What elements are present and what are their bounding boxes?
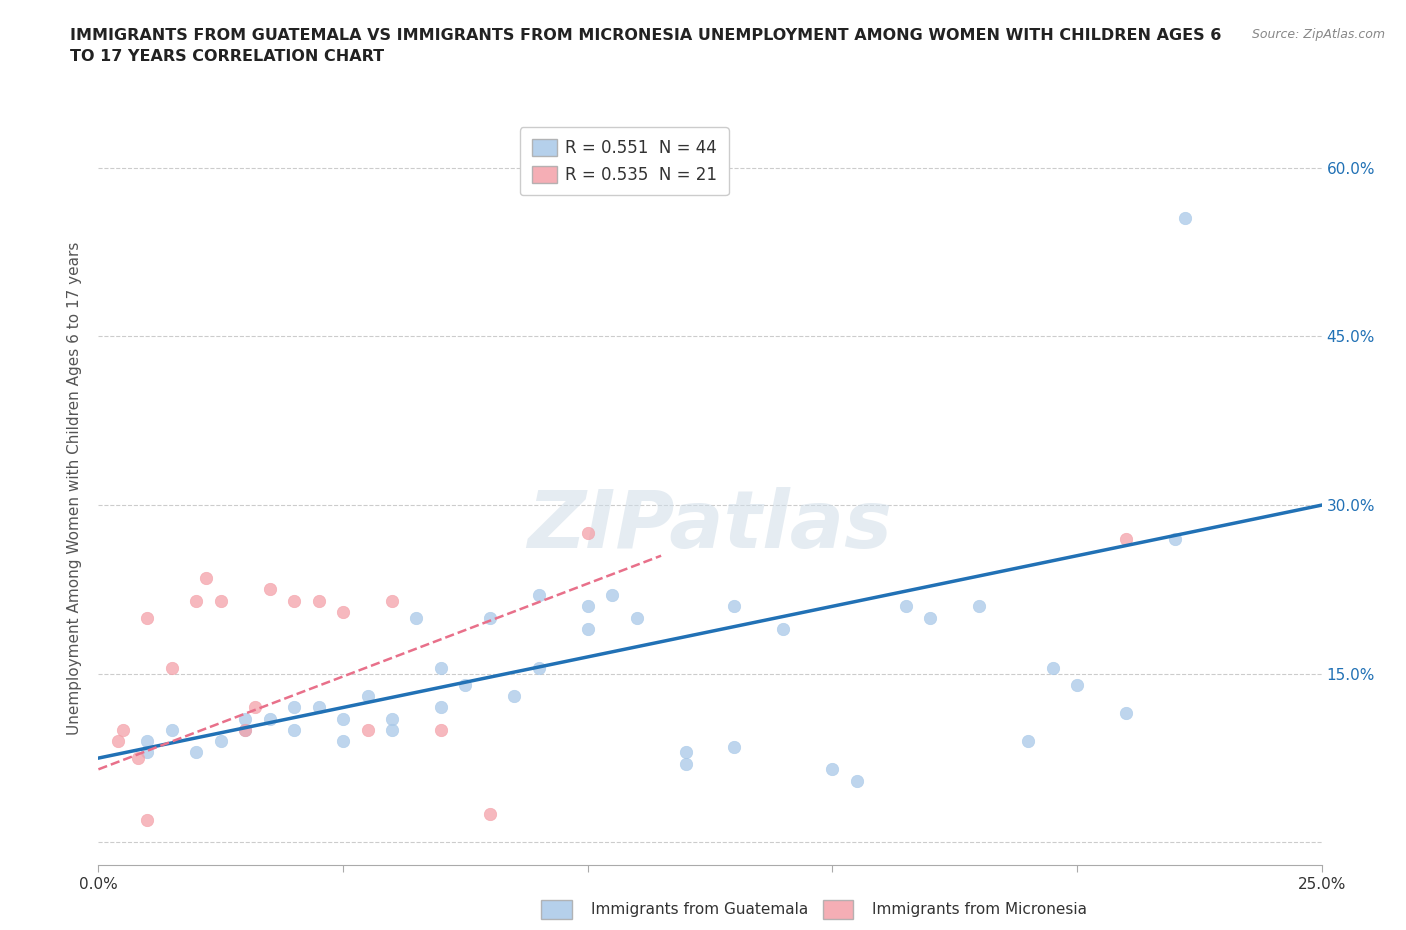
Point	[332, 604, 354, 619]
Point	[283, 700, 305, 715]
Point	[723, 599, 745, 614]
Text: Immigrants from Micronesia: Immigrants from Micronesia	[872, 902, 1087, 917]
Point	[1174, 211, 1197, 226]
Point	[107, 734, 129, 749]
Point	[405, 610, 427, 625]
Point	[430, 700, 453, 715]
Point	[308, 700, 330, 715]
Point	[1115, 531, 1137, 546]
Point	[160, 723, 183, 737]
Point	[136, 745, 159, 760]
Point	[233, 711, 256, 726]
Point	[243, 700, 266, 715]
Point	[186, 593, 208, 608]
Point	[356, 723, 378, 737]
Point	[1115, 706, 1137, 721]
Point	[259, 711, 281, 726]
Point	[209, 734, 232, 749]
Point	[626, 610, 648, 625]
Point	[1164, 531, 1187, 546]
Y-axis label: Unemployment Among Women with Children Ages 6 to 17 years: Unemployment Among Women with Children A…	[67, 242, 83, 735]
Text: Immigrants from Guatemala: Immigrants from Guatemala	[591, 902, 808, 917]
Point	[111, 723, 134, 737]
Point	[381, 593, 404, 608]
Point	[136, 813, 159, 828]
Point	[332, 734, 354, 749]
Legend: R = 0.551  N = 44, R = 0.535  N = 21: R = 0.551 N = 44, R = 0.535 N = 21	[520, 127, 728, 195]
Point	[772, 621, 794, 636]
Point	[233, 723, 256, 737]
Point	[283, 593, 305, 608]
Point	[576, 599, 599, 614]
Point	[136, 734, 159, 749]
Point	[259, 582, 281, 597]
Point	[675, 745, 697, 760]
Text: Source: ZipAtlas.com: Source: ZipAtlas.com	[1251, 28, 1385, 41]
Point	[356, 689, 378, 704]
Point	[136, 610, 159, 625]
Point	[576, 621, 599, 636]
Point	[430, 660, 453, 675]
Point	[1017, 734, 1039, 749]
Point	[209, 593, 232, 608]
Point	[527, 588, 550, 603]
Point	[845, 773, 868, 788]
Point	[967, 599, 990, 614]
Point	[478, 807, 501, 822]
Point	[675, 756, 697, 771]
Point	[430, 723, 453, 737]
Point	[233, 723, 256, 737]
Point	[186, 745, 208, 760]
Point	[381, 711, 404, 726]
Point	[527, 660, 550, 675]
Point	[127, 751, 149, 765]
Point	[920, 610, 942, 625]
Point	[308, 593, 330, 608]
Point	[894, 599, 917, 614]
Point	[478, 610, 501, 625]
Text: IMMIGRANTS FROM GUATEMALA VS IMMIGRANTS FROM MICRONESIA UNEMPLOYMENT AMONG WOMEN: IMMIGRANTS FROM GUATEMALA VS IMMIGRANTS …	[70, 28, 1222, 64]
Point	[723, 739, 745, 754]
Point	[1066, 678, 1088, 693]
Point	[454, 678, 477, 693]
Point	[821, 762, 844, 777]
Point	[283, 723, 305, 737]
Point	[503, 689, 526, 704]
Point	[600, 588, 623, 603]
Point	[332, 711, 354, 726]
Point	[1042, 660, 1064, 675]
Text: ZIPatlas: ZIPatlas	[527, 487, 893, 565]
Point	[160, 660, 183, 675]
Point	[576, 525, 599, 540]
Point	[195, 571, 218, 586]
Point	[381, 723, 404, 737]
